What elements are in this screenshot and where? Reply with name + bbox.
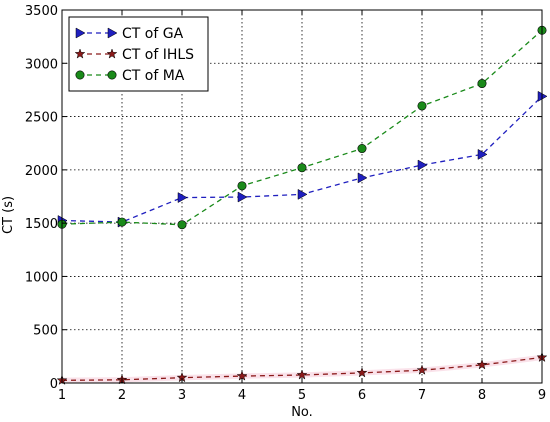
series-line — [61, 356, 543, 381]
legend-marker — [106, 48, 118, 59]
y-tick-label: 2000 — [25, 164, 58, 179]
data-point — [237, 181, 247, 191]
legend-box — [68, 16, 209, 92]
data-point — [297, 163, 307, 173]
data-point — [417, 101, 427, 111]
data-point — [417, 159, 428, 171]
legend: CT of GA CT of IHLS CT of MA — [68, 16, 209, 92]
x-tick-label: 8 — [478, 388, 486, 403]
data-point — [177, 192, 188, 203]
legend-label: CT of GA — [122, 26, 184, 42]
data-point — [297, 188, 308, 200]
x-tick-label: 3 — [178, 388, 186, 403]
data-point — [356, 367, 368, 378]
legend-marker — [107, 27, 118, 39]
x-tick-label: 4 — [238, 388, 246, 403]
data-point — [477, 79, 487, 89]
axis-ticks: 1 2 3 4 5 6 7 8 9 0 500 1000 1500 2000 2500 3000 3500 — [25, 4, 546, 403]
data-point — [117, 217, 127, 227]
data-point — [357, 172, 368, 184]
data-point — [476, 359, 488, 370]
data-point — [237, 191, 248, 203]
data-point — [296, 369, 308, 380]
y-axis-label: CT (s) — [1, 196, 16, 234]
data-point — [177, 220, 187, 230]
x-tick-label: 9 — [538, 388, 546, 403]
legend-label: CT of MA — [122, 68, 185, 84]
y-tick-label: 1000 — [25, 270, 58, 285]
y-tick-label: 2500 — [25, 111, 58, 126]
data-point — [477, 148, 488, 160]
y-tick-label: 500 — [33, 324, 58, 339]
legend-label: CT of IHLS — [122, 47, 194, 63]
series-0 — [57, 90, 548, 228]
series-2 — [57, 25, 547, 230]
data-point — [357, 144, 367, 154]
x-tick-label: 5 — [298, 388, 306, 403]
x-tick-label: 2 — [118, 388, 126, 403]
data-point — [416, 364, 428, 375]
y-tick-label: 3500 — [25, 4, 58, 19]
legend-marker — [75, 70, 85, 80]
x-axis-label: No. — [291, 405, 313, 420]
x-tick-label: 6 — [358, 388, 366, 403]
y-tick-label: 3000 — [25, 57, 58, 72]
y-tick-label: 0 — [50, 377, 58, 392]
x-tick-label: 1 — [58, 388, 66, 403]
legend-marker — [107, 70, 117, 80]
legend-marker — [74, 48, 86, 59]
y-tick-label: 1500 — [25, 217, 58, 232]
series-group — [56, 25, 548, 385]
x-tick-label: 7 — [418, 388, 426, 403]
legend-marker — [75, 27, 86, 39]
